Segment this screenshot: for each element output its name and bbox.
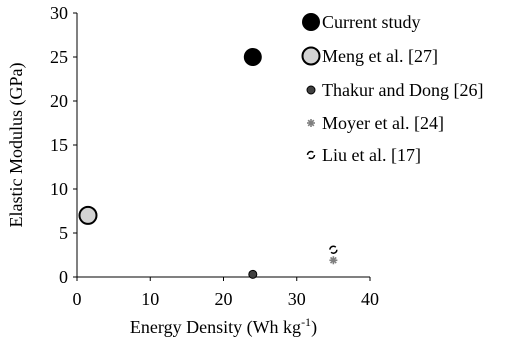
- x-axis-title-superscript: -1: [301, 315, 311, 329]
- legend-label: Moyer et al. [24]: [322, 113, 444, 133]
- y-axis-title: Elastic Modulus (GPa): [6, 63, 27, 228]
- data-point: [329, 245, 338, 254]
- legend-label: Thakur and Dong [26]: [322, 80, 483, 100]
- legend-marker: [302, 13, 320, 31]
- legend-label: Current study: [322, 12, 421, 32]
- x-tick-label: 30: [288, 289, 306, 309]
- legend: Current study Meng et al. [27] Thakur and …: [301, 12, 483, 165]
- y-tick-label: 10: [50, 179, 68, 199]
- y-axis-ticks: 0 5 10 15 20 25 30: [50, 3, 77, 287]
- x-axis-ticks: 0 10 20 30 40: [73, 277, 379, 309]
- legend-marker: [306, 85, 316, 95]
- data-points: [78, 48, 338, 279]
- data-point: [243, 48, 262, 66]
- y-tick-label: 0: [59, 267, 68, 287]
- legend-label: Liu et al. [17]: [322, 145, 421, 165]
- y-tick-label: 5: [59, 223, 68, 243]
- x-tick-label: 10: [141, 289, 159, 309]
- x-tick-label: 20: [215, 289, 233, 309]
- data-point: [329, 256, 338, 265]
- x-axis-title-main: Energy Density (Wh kg: [130, 317, 301, 338]
- x-tick-label: 40: [361, 289, 379, 309]
- x-tick-label: 0: [73, 289, 82, 309]
- y-tick-label: 25: [50, 47, 68, 67]
- x-axis-title-suffix: ): [311, 317, 317, 338]
- legend-marker: [307, 119, 315, 127]
- y-tick-label: 15: [50, 135, 68, 155]
- legend-marker: [301, 46, 321, 66]
- y-tick-label: 20: [50, 91, 68, 111]
- x-axis-title: Energy Density (Wh kg-1): [130, 315, 317, 338]
- data-point: [78, 205, 98, 225]
- legend-label: Meng et al. [27]: [322, 46, 438, 66]
- y-tick-label: 30: [50, 3, 68, 23]
- legend-marker: [306, 150, 316, 160]
- data-point: [248, 269, 258, 279]
